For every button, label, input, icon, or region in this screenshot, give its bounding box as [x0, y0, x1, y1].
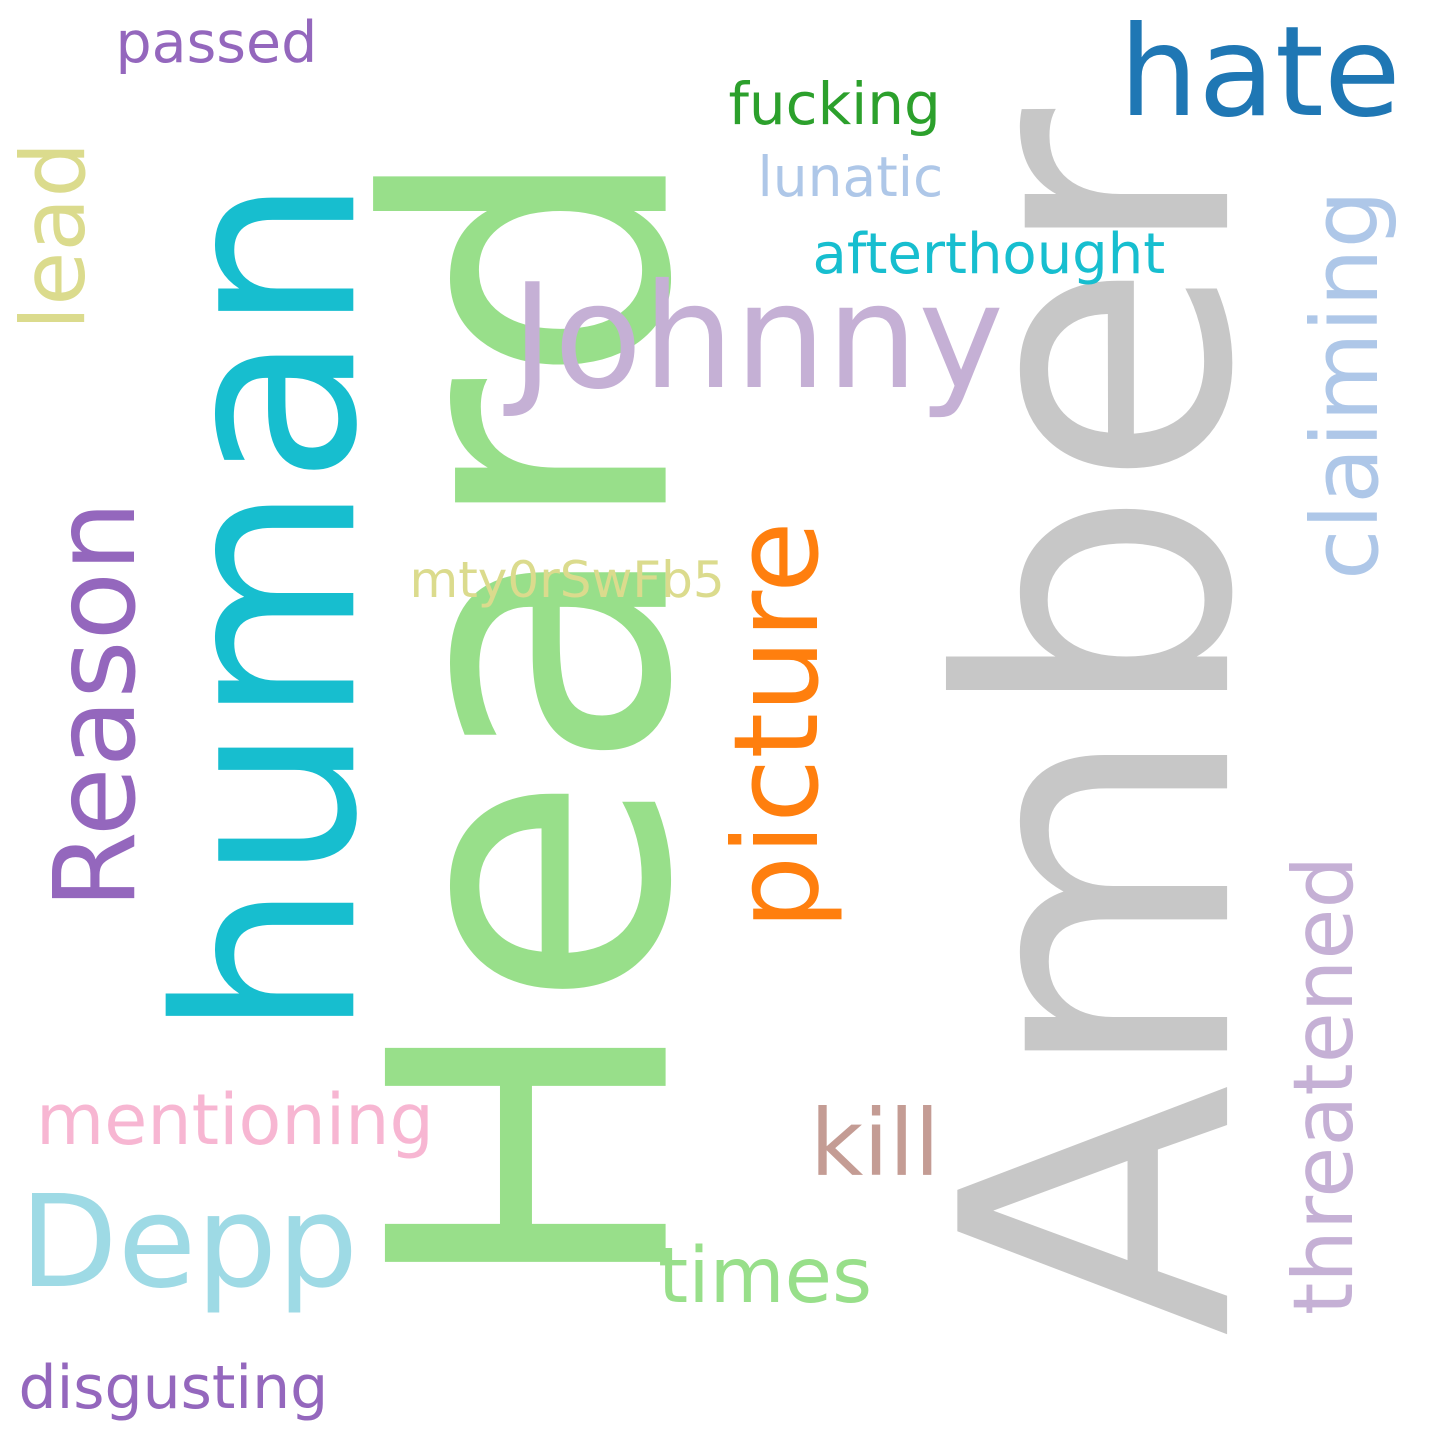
word-mty0rswfb5: mty0rSwFb5 — [409, 551, 725, 609]
word-kill: kill — [810, 1090, 940, 1197]
word-claiming: claiming — [1291, 190, 1399, 580]
word-lunatic: lunatic — [757, 145, 944, 209]
word-reason: Reason — [31, 500, 162, 910]
word-johnny: Johnny — [511, 253, 1004, 422]
word-times: times — [658, 1232, 873, 1321]
word-human: human — [124, 176, 412, 1039]
word-afterthought: afterthought — [812, 222, 1166, 287]
word-picture: picture — [707, 520, 845, 930]
word-lead: lead — [2, 141, 106, 331]
word-passed: passed — [115, 10, 318, 76]
word-mentioning: mentioning — [36, 1079, 434, 1161]
word-disgusting: disgusting — [18, 1353, 329, 1423]
word-fucking: fucking — [728, 70, 941, 138]
word-depp: Depp — [19, 1169, 359, 1317]
word-hate: hate — [1119, 0, 1401, 145]
word-threatened: threatened — [1275, 855, 1373, 1315]
